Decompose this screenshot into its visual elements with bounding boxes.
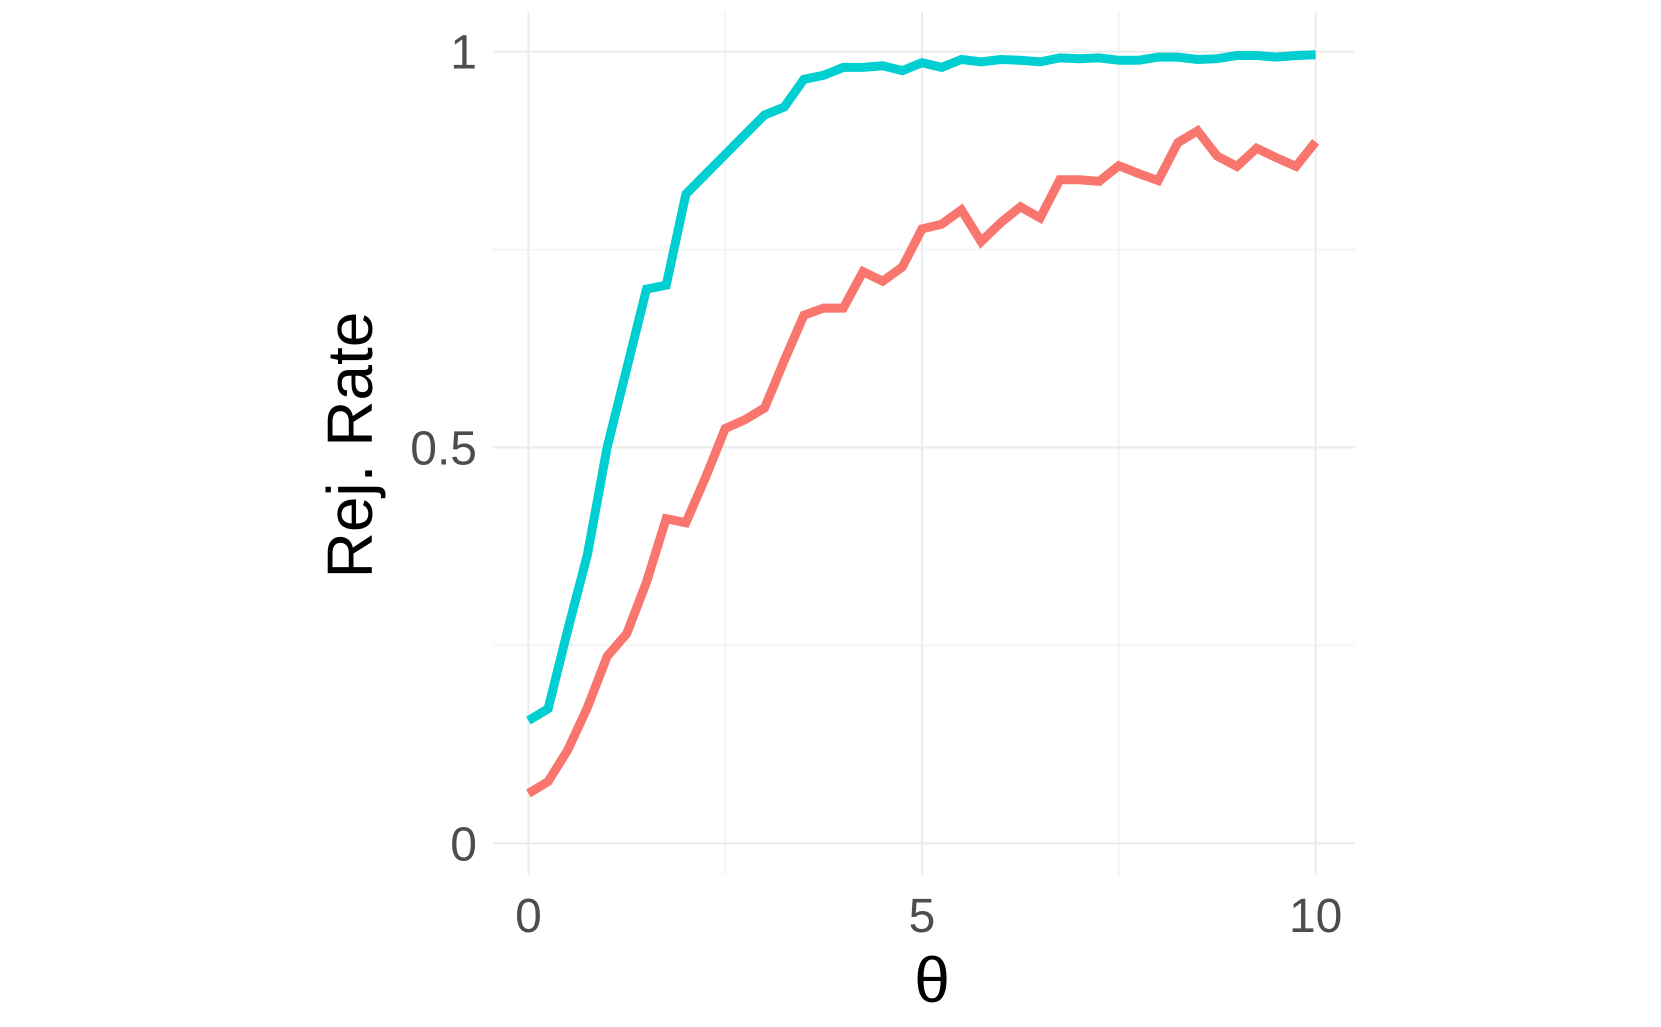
- series-line-2: [526, 124, 1320, 798]
- y-axis-title: Rej. Rate: [314, 312, 386, 579]
- y-tick-label: 0.5: [410, 422, 477, 475]
- x-tick-label: 10: [1289, 890, 1342, 943]
- series-lines: [526, 50, 1320, 798]
- x-tick-label: 5: [909, 890, 936, 943]
- tick-labels: 0 5 10 0 0.5 1: [410, 27, 1342, 943]
- y-tick-label: 0: [450, 818, 477, 871]
- y-tick-label: 1: [450, 27, 477, 80]
- series-line-1: [526, 50, 1316, 725]
- grid-lines: [493, 12, 1355, 875]
- x-axis-title: θ: [914, 944, 950, 1016]
- x-tick-label: 0: [515, 890, 542, 943]
